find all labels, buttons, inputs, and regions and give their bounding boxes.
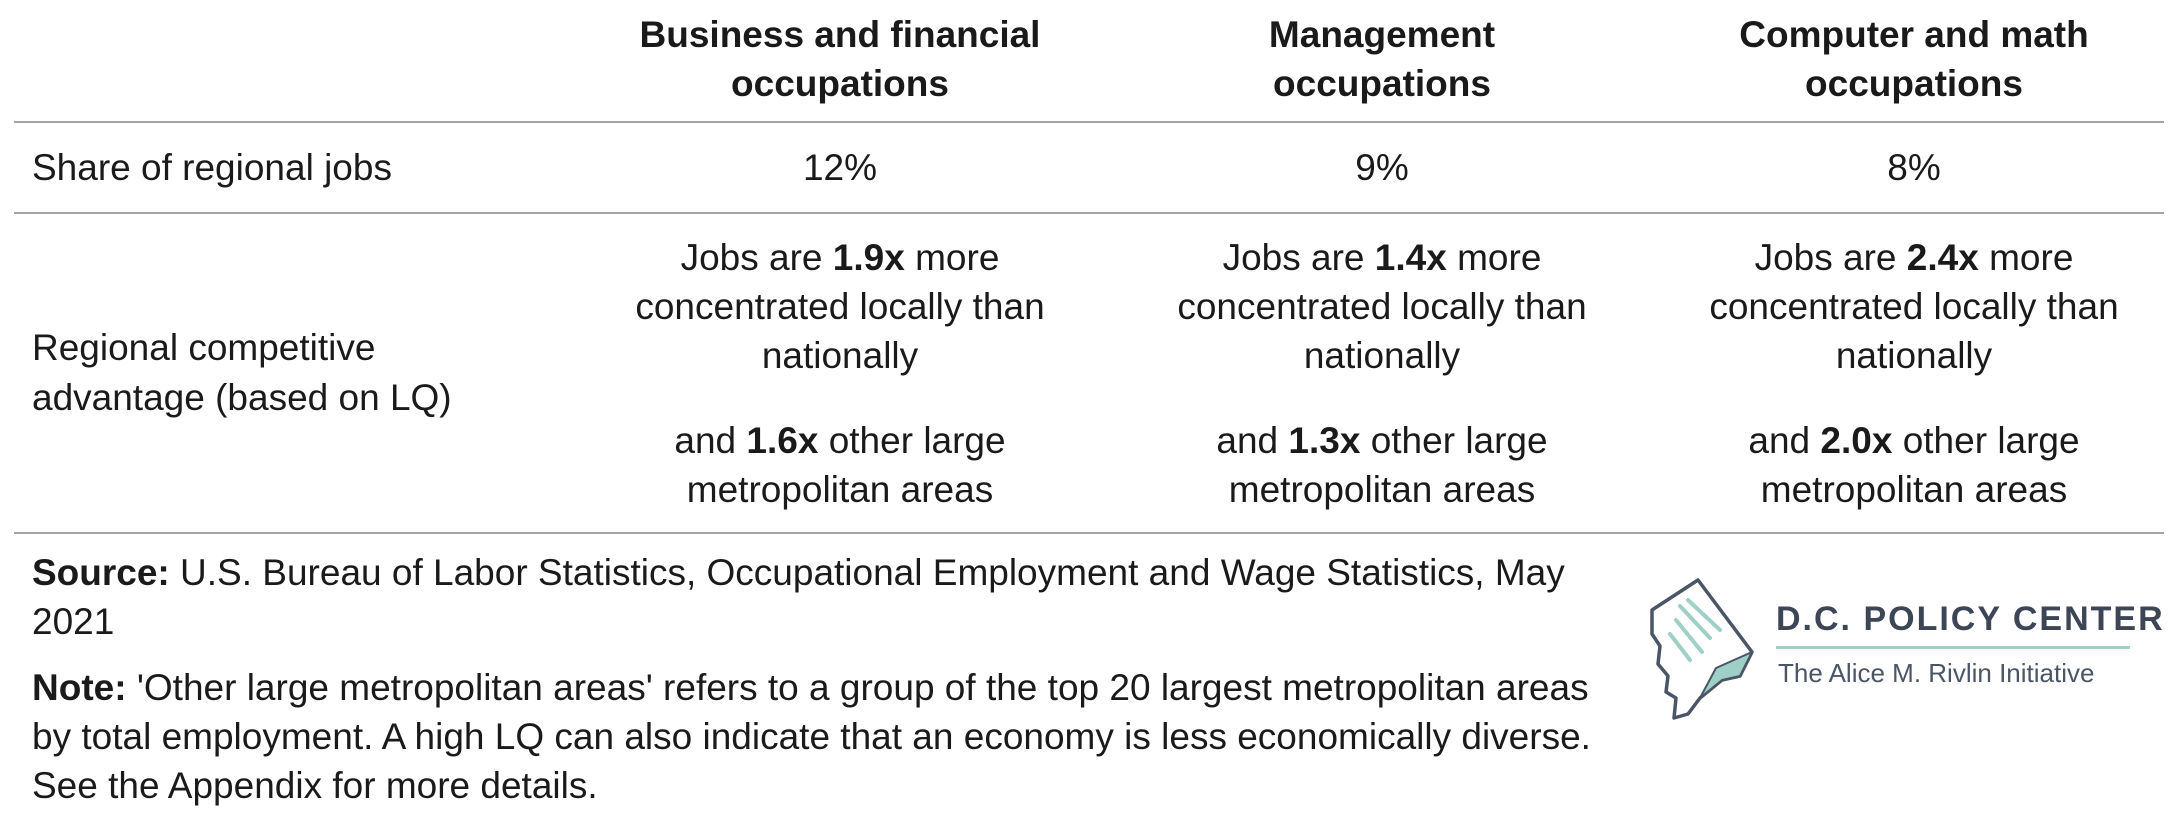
table-row-share: Share of regional jobs 12% 9% 8% [14,123,2164,214]
share-value-text: 9% [1355,146,1409,188]
text-fragment: more concentrated locally than nationall… [635,236,1045,376]
metro-comparison-text: and 1.3x other large metropolitan areas [1152,416,1612,514]
logo-subtitle: The Alice M. Rivlin Initiative [1778,658,2095,688]
metro-multiplier: 2.0x [1820,419,1893,461]
source-text: U.S. Bureau of Labor Statistics, Occupat… [32,552,1565,642]
dc-policy-center-logo: D.C. POLICY CENTER The Alice M. Rivlin I… [1640,572,2163,722]
text-fragment: and [1748,419,1821,461]
metro-comparison-text: and 1.6x other large metropolitan areas [610,416,1070,514]
row-label-text: Share of regional jobs [32,146,392,188]
column-header-line: Business and financial [639,13,1041,55]
column-header-line: Management [1268,13,1496,55]
text-fragment: Jobs are [1754,236,1907,278]
text-fragment: other large metropolitan areas [1228,419,1548,510]
advantage-cell-management: Jobs are 1.4x more concentrated locally … [1112,214,1652,532]
column-header-line: Computer and math [1739,13,2089,55]
column-header-business-financial: Business and financial occupations [570,0,1110,121]
row-label-text: advantage (based on LQ) [32,377,452,418]
national-comparison-text: Jobs are 2.4x more concentrated locally … [1684,233,2144,380]
national-multiplier: 1.9x [832,236,905,278]
column-header-line: occupations [1273,62,1491,104]
share-value-text: 8% [1887,146,1941,188]
text-fragment: Jobs are [680,236,833,278]
text-fragment: other large metropolitan areas [1760,419,2080,510]
note-label: Note: [32,667,127,708]
text-fragment: more concentrated locally than nationall… [1177,236,1587,376]
metro-multiplier: 1.3x [1288,419,1361,461]
text-fragment: other large metropolitan areas [686,419,1006,510]
advantage-cell-business-financial: Jobs are 1.9x more concentrated locally … [570,214,1110,532]
text-fragment: Jobs are [1222,236,1375,278]
source-label: Source: [32,552,170,593]
dc-map-icon [1650,578,1754,720]
national-comparison-text: Jobs are 1.9x more concentrated locally … [610,233,1070,380]
share-value-text: 12% [802,146,878,188]
column-header-computer-math: Computer and math occupations [1644,0,2178,121]
text-fragment: and [674,419,747,461]
occupations-table: Business and financial occupations Manag… [14,0,2164,534]
source-note: Source: U.S. Bureau of Labor Statistics,… [32,548,1612,646]
text-fragment: more concentrated locally than nationall… [1709,236,2119,376]
national-multiplier: 1.4x [1374,236,1447,278]
text-fragment: and [1216,419,1289,461]
note-body: 'Other large metropolitan areas' refers … [32,667,1591,806]
column-header-line: occupations [1805,62,2023,104]
column-header-management: Management occupations [1112,0,1652,121]
row-label-advantage: Regional competitive advantage (based on… [32,214,592,532]
row-label-text: Regional competitive [32,327,376,368]
national-comparison-text: Jobs are 1.4x more concentrated locally … [1152,233,1612,380]
table-row-advantage: Regional competitive advantage (based on… [14,214,2164,534]
table-footnotes: Source: U.S. Bureau of Labor Statistics,… [32,548,1612,810]
metro-comparison-text: and 2.0x other large metropolitan areas [1684,416,2144,514]
note-text: Note: 'Other large metropolitan areas' r… [32,663,1612,810]
national-multiplier: 2.4x [1906,236,1979,278]
column-header-line: occupations [731,62,949,104]
row-label-share: Share of regional jobs [32,123,592,212]
logo-divider [1776,646,2130,649]
advantage-cell-computer-math: Jobs are 2.4x more concentrated locally … [1644,214,2178,532]
share-value-business-financial: 12% [570,123,1110,212]
metro-multiplier: 1.6x [746,419,819,461]
logo-name: D.C. POLICY CENTER [1776,600,2165,638]
share-value-management: 9% [1112,123,1652,212]
table-header-row: Business and financial occupations Manag… [14,0,2164,123]
share-value-computer-math: 8% [1644,123,2178,212]
